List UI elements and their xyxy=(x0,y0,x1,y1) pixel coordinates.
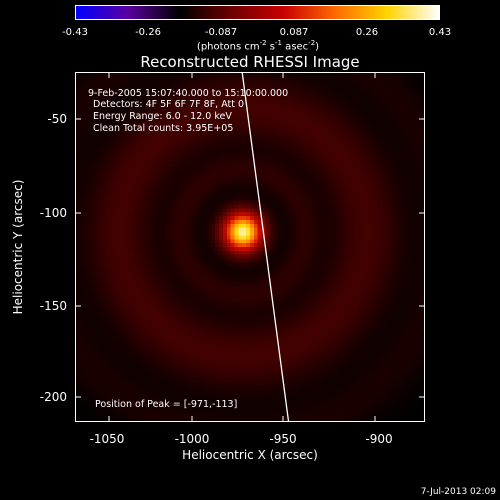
colorbar-tick-label: 0.26 xyxy=(355,27,379,38)
detectors-label: Detectors: 4F 5F 6F 7F 8F, Att 0 xyxy=(93,99,245,110)
colorbar-units: (photons cm-2 s-1 asec-2) xyxy=(196,39,320,53)
solar-limb-overlay xyxy=(241,73,290,421)
x-axis-title: Heliocentric X (arcsec) xyxy=(182,448,318,462)
generation-timestamp: 7-Jul-2013 02:09 xyxy=(420,487,496,497)
y-tick-label: -200 xyxy=(39,390,67,404)
y-tick-label: -150 xyxy=(39,299,67,313)
x-tick-label: -950 xyxy=(269,432,297,446)
x-tick-label: -900 xyxy=(365,432,393,446)
colorbar-tick-label: 0.087 xyxy=(279,27,309,38)
clean-total-counts-label: Clean Total counts: 3.95E+05 xyxy=(93,123,234,134)
image-title: Reconstructed RHESSI Image xyxy=(140,53,360,71)
x-tick-label: -1050 xyxy=(89,432,125,446)
colorbar-tick-label: -0.26 xyxy=(135,27,161,38)
solar-limb-line xyxy=(241,73,290,421)
peak-position-label: Position of Peak = [-971,-113] xyxy=(95,399,238,410)
colorbar xyxy=(75,5,440,20)
colorbar-tick-label: -0.43 xyxy=(62,27,88,38)
x-tick-label: -1000 xyxy=(174,432,210,446)
y-axis-title: Heliocentric Y (arcsec) xyxy=(11,179,25,315)
y-tick-label: -50 xyxy=(47,112,67,126)
solar-image-plot: 9-Feb-2005 15:07:40.000 to 15:10:00.000 … xyxy=(75,72,425,422)
colorbar-tick-label: 0.43 xyxy=(428,27,452,38)
colorbar-tick-label: -0.087 xyxy=(204,27,238,38)
time-range-label: 9-Feb-2005 15:07:40.000 to 15:10:00.000 xyxy=(88,88,289,99)
energy-range-label: Energy Range: 6.0 - 12.0 keV xyxy=(93,111,232,122)
y-tick-label: -100 xyxy=(39,206,67,220)
